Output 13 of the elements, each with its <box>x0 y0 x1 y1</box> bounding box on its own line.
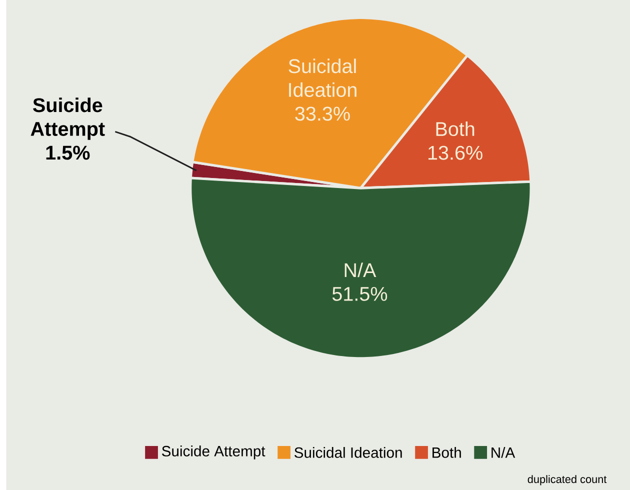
text: duplicated count <box>528 475 607 486</box>
data-label: 1.5% <box>46 146 90 160</box>
legend-label: N/A <box>492 446 516 458</box>
slice-label: Both <box>436 121 474 136</box>
slice-label: Suicidal Ideation <box>288 58 356 97</box>
legend-label: Suicide Attempt <box>162 445 266 460</box>
slice-label: N/A <box>344 262 376 278</box>
data-label: 51.5% <box>332 286 388 301</box>
slice-label: Suicide Attempt <box>30 98 105 140</box>
legend-label: Suicidal Ideation <box>294 446 402 458</box>
legend-label: Both <box>432 446 461 458</box>
data-label: 13.6% <box>428 146 482 160</box>
data-label: 33.3% <box>295 106 350 121</box>
